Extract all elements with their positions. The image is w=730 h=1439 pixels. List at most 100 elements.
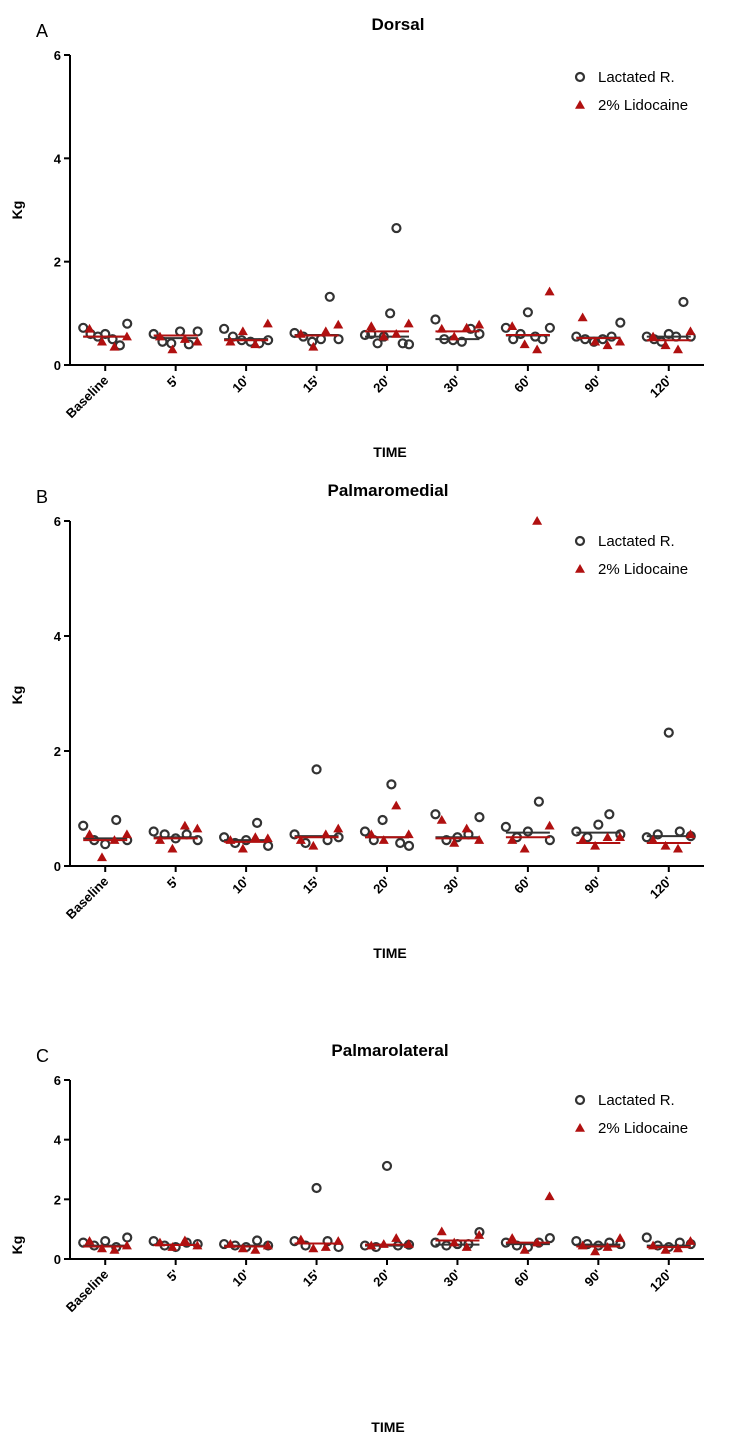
y-tick-label: 6: [54, 1073, 61, 1088]
y-tick-label: 4: [54, 1133, 62, 1148]
x-tick-label: 5': [164, 373, 182, 391]
x-tick-label: 10': [229, 373, 252, 396]
lidocaine-point: [507, 1233, 518, 1242]
lidocaine-point: [660, 840, 671, 850]
lidocaine-point: [685, 1236, 696, 1245]
lidocaine-point: [366, 829, 377, 839]
x-tick-label: 20': [370, 373, 393, 396]
lidocaine-point: [648, 331, 659, 341]
chart-title: Palmaromedial: [328, 481, 449, 500]
legend-label: 2% Lidocaine: [598, 1120, 688, 1137]
lactated-point: [148, 328, 159, 340]
x-tick-label: 120': [647, 373, 675, 401]
lactated-point: [174, 326, 186, 337]
lidocaine-point: [167, 344, 178, 354]
lactated-point: [515, 328, 526, 340]
lactated-point: [377, 814, 388, 826]
legend-triangle-icon: [575, 1123, 585, 1132]
lidocaine-point: [192, 823, 203, 833]
y-axis-label: Kg: [9, 201, 25, 220]
lactated-point: [544, 835, 555, 846]
lidocaine-point: [250, 339, 261, 349]
lidocaine-point: [474, 835, 485, 844]
lactated-point: [78, 322, 89, 333]
lidocaine-point: [436, 815, 447, 824]
lidocaine-point: [320, 1242, 331, 1251]
x-tick-label: 60': [511, 1267, 534, 1290]
lactated-point: [522, 307, 533, 318]
legend-circle-icon: [574, 1094, 586, 1106]
x-tick-label: 10': [229, 874, 252, 897]
lidocaine-point: [96, 1243, 107, 1253]
lidocaine-point: [237, 1243, 248, 1253]
chart-title: Palmarolateral: [331, 1041, 448, 1060]
lidocaine-point: [262, 833, 273, 843]
lidocaine-point: [577, 835, 588, 844]
y-tick-label: 0: [54, 1252, 61, 1267]
lidocaine-point: [474, 319, 485, 329]
chart-title: Dorsal: [372, 15, 425, 34]
lactated-point: [674, 826, 685, 837]
lactated-point: [391, 222, 402, 234]
lactated-point: [122, 1232, 133, 1243]
lidocaine-point: [295, 835, 306, 844]
lactated-point: [430, 809, 441, 820]
lactated-point: [324, 291, 335, 302]
x-tick-label: 5': [164, 874, 182, 892]
lidocaine-point: [308, 840, 319, 850]
x-tick-label: 120': [647, 874, 675, 902]
lidocaine-point: [366, 321, 377, 330]
lactated-point: [474, 328, 485, 340]
x-tick-label: 5': [164, 1267, 182, 1285]
lidocaine-point: [179, 334, 190, 343]
legend-label: Lactated R.: [598, 1092, 675, 1109]
lactated-point: [533, 796, 544, 807]
lidocaine-point: [673, 344, 684, 354]
lidocaine-point: [532, 344, 543, 354]
x-tick-label: 20': [370, 1267, 393, 1290]
lidocaine-point: [544, 820, 555, 830]
lactated-point: [252, 1235, 263, 1246]
lactated-point: [544, 322, 555, 333]
x-tick-label: 60': [511, 373, 534, 396]
lidocaine-point: [449, 331, 460, 341]
lidocaine-point: [449, 1237, 460, 1247]
lactated-point: [311, 764, 322, 775]
lidocaine-point: [461, 1242, 472, 1251]
lactated-point: [111, 814, 122, 826]
lactated-point: [641, 832, 652, 843]
lactated-point: [372, 338, 383, 349]
lactated-point: [403, 840, 415, 851]
lactated-point: [107, 334, 118, 345]
lidocaine-point: [333, 319, 344, 329]
panel-letter: A: [36, 21, 48, 41]
legend-circle-icon: [574, 535, 586, 547]
y-tick-label: 6: [54, 48, 61, 63]
lidocaine-point: [507, 835, 518, 844]
lactated-point: [78, 820, 89, 831]
lactated-point: [441, 835, 452, 846]
lactated-point: [100, 839, 111, 850]
lidocaine-point: [474, 1230, 485, 1239]
lidocaine-point: [96, 336, 107, 346]
lactated-point: [430, 1237, 441, 1248]
lidocaine-point: [237, 326, 248, 336]
lidocaine-point: [615, 1233, 626, 1242]
y-tick-label: 0: [54, 859, 61, 874]
x-tick-label: 20': [370, 874, 393, 897]
lactated-point: [192, 835, 203, 846]
lactated-point: [456, 336, 467, 347]
y-tick-label: 6: [54, 514, 61, 529]
panel-dorsal: A Dorsal Kg TIME 0 2 4 6 Baseline 5' 10' 15' 20'…: [9, 15, 704, 460]
x-tick-label: 15': [300, 1267, 323, 1290]
lactated-point: [641, 1232, 652, 1243]
lidocaine-point: [179, 1235, 190, 1245]
lidocaine-point: [320, 326, 331, 336]
lidocaine-point: [615, 832, 626, 841]
lactated-point: [289, 829, 300, 840]
y-tick-label: 2: [54, 1192, 61, 1207]
lactated-point: [148, 826, 159, 837]
lidocaine-point: [449, 838, 460, 847]
lactated-point: [500, 821, 511, 833]
